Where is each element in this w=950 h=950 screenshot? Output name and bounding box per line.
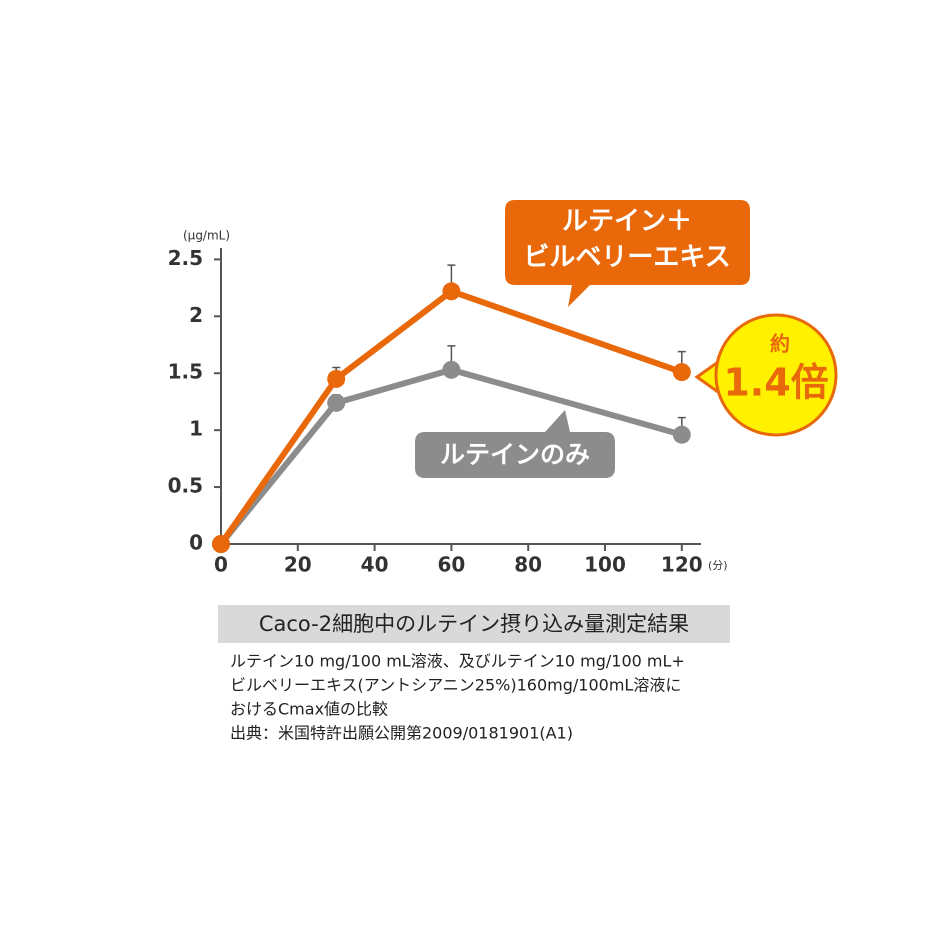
y-tick-label: 1 xyxy=(189,417,203,441)
callout-gray xyxy=(415,410,615,478)
point xyxy=(212,535,230,553)
x-tick-label: 0 xyxy=(214,553,228,577)
point xyxy=(442,282,461,301)
callout-orange xyxy=(505,200,750,307)
y-tick-label: 1.5 xyxy=(168,360,203,384)
x-tick-label: 120 xyxy=(661,553,703,577)
badge-value: 1.4倍 xyxy=(723,361,828,405)
y-unit: (μg/mL) xyxy=(183,229,230,243)
point xyxy=(327,369,346,388)
series-label: ルテインのみ xyxy=(440,440,590,469)
point xyxy=(327,393,346,412)
y-tick-label: 0 xyxy=(189,531,203,555)
note: 出典：米国特許出願公開第2009/0181901(A1) xyxy=(230,724,573,743)
note: ビルベリーエキス(アントシアニン25%)160mg/100mL溶液に xyxy=(230,676,681,695)
caption-title: Caco-2細胞中のルテイン摂り込み量測定結果 xyxy=(259,612,689,636)
point xyxy=(442,360,461,379)
x-tick-label: 100 xyxy=(584,553,626,577)
point xyxy=(672,425,691,444)
y-tick-label: 2 xyxy=(189,303,203,327)
x-tick-label: 20 xyxy=(284,553,312,577)
x-tick-label: 80 xyxy=(514,553,542,577)
series-label: ビルベリーエキス xyxy=(523,243,730,273)
x-tick-label: 60 xyxy=(437,553,465,577)
series-line xyxy=(218,288,683,546)
badge xyxy=(714,313,838,437)
note: おけるCmax値の比較 xyxy=(230,700,388,719)
plot: 0 0.5 1 1.5 2 2.5 0 20 40 60 80 100 120 xyxy=(168,246,703,577)
point xyxy=(672,363,691,382)
series-label: ルテイン＋ xyxy=(562,207,692,237)
caption-box xyxy=(218,605,730,643)
y-tick-label: 2.5 xyxy=(168,246,203,270)
series-line xyxy=(218,366,683,546)
y-tick-label: 0.5 xyxy=(168,474,203,498)
x-tick-label: 40 xyxy=(361,553,389,577)
note: ルテイン10 mg/100 mL溶液、及びルテイン10 mg/100 mL+ xyxy=(230,652,685,671)
badge-top: 約 xyxy=(770,332,790,356)
x-unit: (分) xyxy=(708,559,728,572)
